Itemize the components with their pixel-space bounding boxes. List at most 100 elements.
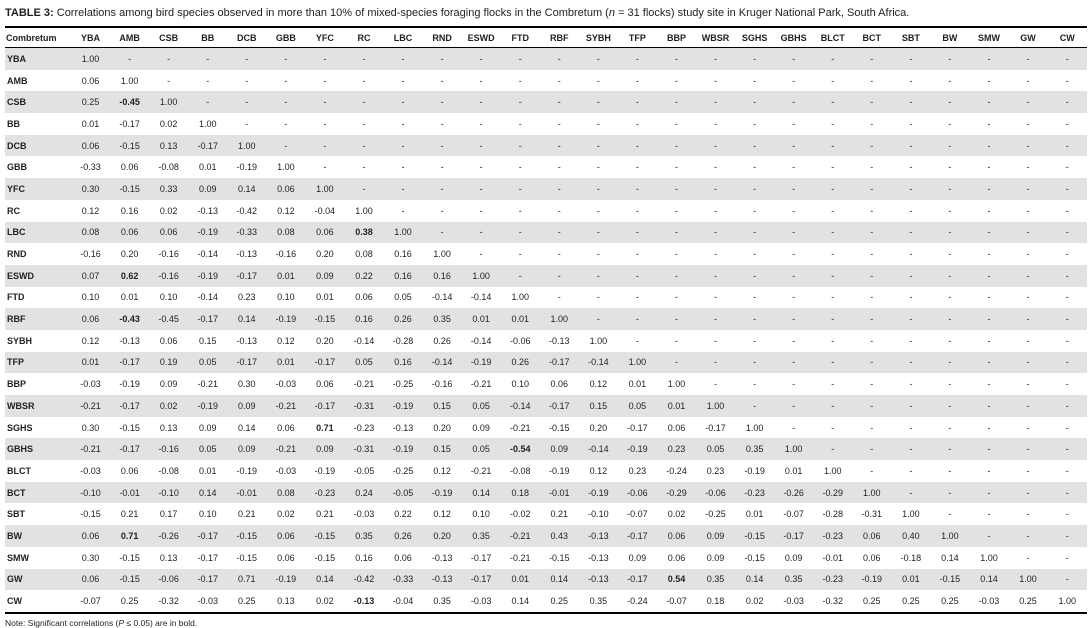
correlation-cell: 0.21 <box>238 509 256 520</box>
col-header-bct: BCT <box>862 32 882 43</box>
correlation-cell: 0.16 <box>394 249 412 260</box>
col-header-dcb: DCB <box>237 32 257 43</box>
correlation-cell: - <box>714 53 718 64</box>
correlation-cell: -0.23 <box>353 422 375 433</box>
correlation-cell: - <box>987 162 991 173</box>
correlation-cell: -0.17 <box>705 422 726 433</box>
correlation-cell: - <box>909 162 913 173</box>
correlation-cell: -0.05 <box>353 465 375 476</box>
correlation-cell: 0.26 <box>394 530 412 541</box>
correlation-cell: -0.06 <box>705 487 726 498</box>
correlation-cell: - <box>401 97 405 108</box>
correlation-cell: 0.09 <box>238 444 256 455</box>
correlation-cell: 1.00 <box>433 249 451 260</box>
correlation-cell: 0.06 <box>81 314 100 325</box>
correlation-cell: - <box>557 162 561 173</box>
correlation-cell: -0.29 <box>822 487 843 498</box>
correlation-cell: -0.23 <box>822 530 843 541</box>
correlation-cell: - <box>401 75 405 86</box>
correlation-cell: - <box>674 249 678 260</box>
correlation-cell: - <box>987 75 991 86</box>
correlation-cell: 0.25 <box>120 596 139 607</box>
correlation-cell: 0.25 <box>941 596 959 607</box>
correlation-cell: - <box>987 118 991 129</box>
correlation-cell: 0.01 <box>511 314 529 325</box>
correlation-cell: - <box>792 205 796 216</box>
correlation-cell: - <box>753 357 757 368</box>
correlation-cell: 0.05 <box>706 444 725 455</box>
correlation-cell: - <box>323 118 327 129</box>
correlation-cell: - <box>909 270 913 281</box>
correlation-cell: - <box>987 249 991 260</box>
correlation-cell: - <box>714 357 718 368</box>
table-row: BW 0.06 0.71 -0.26 -0.17 -0.15 0.06 -0.15 0.35 0.… <box>5 525 1087 547</box>
correlation-cell: -0.17 <box>119 400 140 411</box>
table-row: FTD 0.10 0.01 0.10 -0.14 0.23 0.10 0.01 0.06 0.05… <box>5 287 1087 309</box>
row-header-dcb: DCB <box>7 140 27 151</box>
correlation-cell: -0.15 <box>549 422 570 433</box>
correlation-cell: 0.35 <box>745 444 764 455</box>
correlation-cell: - <box>831 444 835 455</box>
correlation-cell: 1.00 <box>667 379 686 390</box>
col-header-sybh: SYBH <box>585 32 611 43</box>
correlation-cell: - <box>987 335 991 346</box>
table-row: GBHS -0.21 -0.17 -0.16 0.05 0.09 -0.21 0.09 -0.3… <box>5 438 1087 461</box>
correlation-cell: 0.15 <box>198 335 217 346</box>
correlation-cell: 0.05 <box>472 400 490 411</box>
correlation-cell: - <box>753 162 757 173</box>
correlation-cell: 0.05 <box>198 357 217 368</box>
correlation-cell: -0.16 <box>158 270 179 281</box>
row-header-wbsr: WBSR <box>7 400 35 411</box>
correlation-cell: 0.15 <box>589 400 608 411</box>
correlation-cell: 0.25 <box>863 596 881 607</box>
col-header-gw: GW <box>1020 32 1036 43</box>
correlation-cell: 1.00 <box>784 444 803 455</box>
correlation-cell: 0.01 <box>784 465 803 476</box>
col-header-yfc: YFC <box>315 32 334 43</box>
correlation-cell: -0.03 <box>80 465 101 476</box>
correlation-cell: - <box>440 162 444 173</box>
correlation-cell: - <box>948 227 952 238</box>
correlation-cell: - <box>909 357 913 368</box>
correlation-cell: - <box>1065 162 1069 173</box>
correlation-cell: - <box>831 314 835 325</box>
correlation-cell: - <box>362 53 366 64</box>
table-note: Note: Significant correlations (P ≤ 0.05… <box>5 618 1087 628</box>
table-row: ESWD 0.07 0.62 -0.16 -0.19 -0.17 0.01 0.09 0.22 0… <box>5 264 1087 287</box>
correlation-cell: -0.17 <box>119 118 140 129</box>
correlation-cell: - <box>909 465 913 476</box>
table-title-text-end: = 31 flocks) study site in Kruger Nation… <box>614 7 910 19</box>
correlation-cell: -0.06 <box>158 574 179 585</box>
correlation-cell: 1.00 <box>628 357 647 368</box>
col-header-sghs: SGHS <box>741 32 768 43</box>
correlation-cell: -0.19 <box>197 270 218 281</box>
row-header-eswd: ESWD <box>7 270 34 281</box>
correlation-cell: 0.06 <box>316 227 334 238</box>
correlation-cell: - <box>831 249 835 260</box>
correlation-cell: - <box>1026 509 1030 520</box>
correlation-cell: - <box>479 75 483 86</box>
correlation-cell: - <box>362 118 366 129</box>
correlation-cell: -0.04 <box>314 205 336 216</box>
correlation-cell: - <box>753 314 757 325</box>
correlation-cell: - <box>674 270 678 281</box>
correlation-cell: - <box>674 335 678 346</box>
correlation-cell: 0.02 <box>277 509 295 520</box>
correlation-cell: - <box>401 162 405 173</box>
correlation-cell: - <box>831 335 835 346</box>
correlation-cell: - <box>1065 444 1069 455</box>
correlation-cell: 0.14 <box>472 487 490 498</box>
correlation-cell: -0.06 <box>509 335 531 346</box>
correlation-cell: - <box>987 227 991 238</box>
correlation-cell: 0.16 <box>120 205 139 216</box>
correlation-cell: - <box>1026 140 1030 151</box>
correlation-cell: 0.25 <box>902 596 920 607</box>
correlation-cell: 0.15 <box>433 444 451 455</box>
correlation-cell: 1.00 <box>823 465 842 476</box>
correlation-cell: 0.23 <box>706 465 725 476</box>
correlation-cell: - <box>792 422 796 433</box>
row-header-rc: RC <box>7 205 20 216</box>
correlation-cell: -0.21 <box>80 400 101 411</box>
correlation-cell: -0.13 <box>549 335 570 346</box>
correlation-cell: - <box>518 162 522 173</box>
